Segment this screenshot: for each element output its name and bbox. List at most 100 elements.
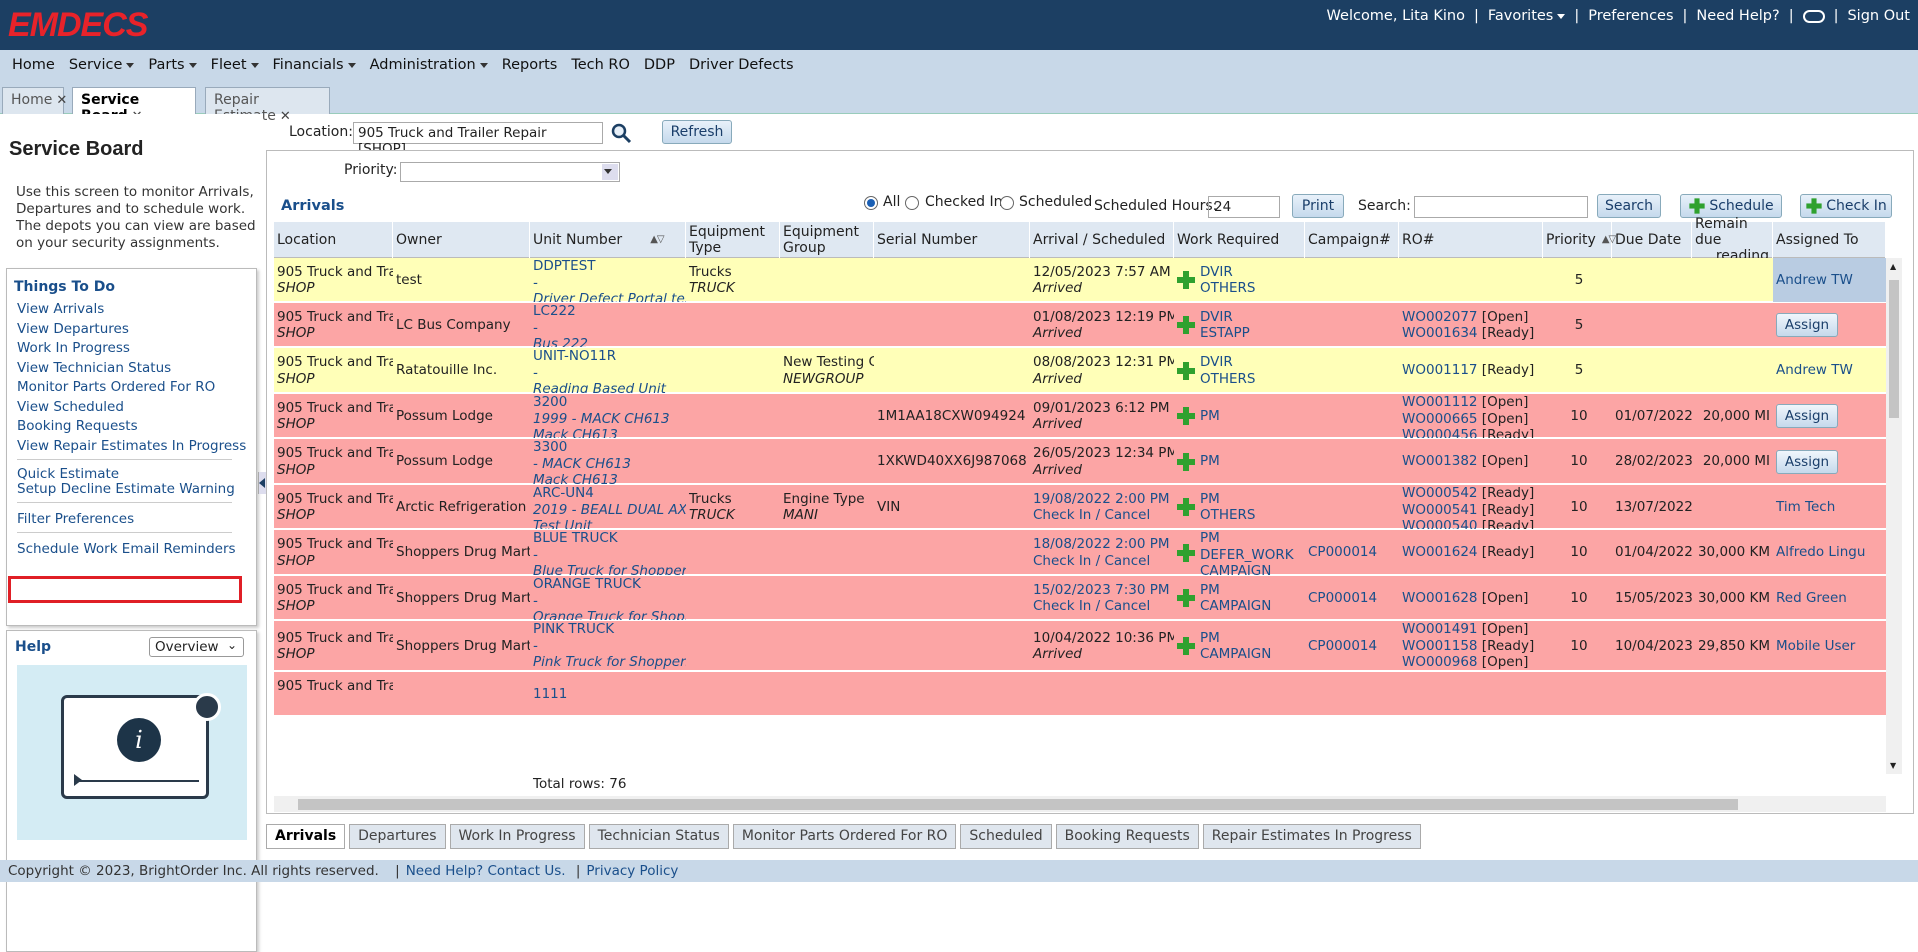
search-button[interactable]: Search xyxy=(1597,194,1661,218)
link-work-in-progress[interactable]: Work In Progress xyxy=(17,340,130,356)
menu-home[interactable]: Home xyxy=(12,57,55,73)
link-decline-warning[interactable]: Setup Decline Estimate Warning xyxy=(17,481,235,497)
bottom-tab-scheduled[interactable]: Scheduled xyxy=(960,824,1052,849)
table-row[interactable]: 905 Truck and Trail SHOP Shoppers Drug Mar… xyxy=(274,621,1886,671)
table-row[interactable]: 905 Truck and Trail SHOP LC Bus Company LC2… xyxy=(274,303,1886,347)
ro-link[interactable]: WO000542 xyxy=(1402,485,1478,501)
unit-link[interactable]: - xyxy=(533,592,538,609)
col-equipment-type[interactable]: Equipment Type xyxy=(686,222,780,258)
add-work-plus-icon[interactable] xyxy=(1177,361,1195,380)
radio-scheduled[interactable] xyxy=(1000,196,1014,210)
link-repair-estimates[interactable]: View Repair Estimates In Progress xyxy=(17,438,247,454)
menu-parts[interactable]: Parts xyxy=(148,57,197,73)
table-row[interactable]: 905 Truck and Trail SHOP Shoppers Drug Mar… xyxy=(274,576,1886,620)
assigned-to-link[interactable]: Andrew TW xyxy=(1776,362,1853,379)
table-row[interactable]: 905 Truck and Trail SHOP Possum Lodge 3300-… xyxy=(274,439,1886,484)
unit-link[interactable]: - xyxy=(533,319,538,336)
menu-fleet[interactable]: Fleet xyxy=(211,57,259,73)
search-icon[interactable] xyxy=(610,122,632,144)
add-work-plus-icon[interactable] xyxy=(1177,637,1195,655)
chat-bubble-icon[interactable] xyxy=(1802,9,1825,23)
tab-repair-estimate[interactable]: Repair Estimate✕ xyxy=(205,87,330,124)
col-owner[interactable]: Owner xyxy=(393,222,530,258)
ro-link[interactable]: WO000456 xyxy=(1402,427,1478,438)
close-icon[interactable]: ✕ xyxy=(56,93,68,108)
unit-link[interactable]: Pink Truck for Shoppers xyxy=(533,654,686,671)
work-required-link[interactable]: PM xyxy=(1200,407,1220,424)
table-row[interactable]: 905 Truck and Trail 1111 xyxy=(274,672,1886,716)
col-assigned-to[interactable]: Assigned To xyxy=(1773,222,1886,258)
unit-link[interactable]: - xyxy=(533,364,538,381)
link-view-scheduled[interactable]: View Scheduled xyxy=(17,399,124,415)
ro-link[interactable]: WO001117 xyxy=(1402,362,1478,379)
menu-administration[interactable]: Administration xyxy=(370,57,488,73)
assigned-to-link[interactable]: Tim Tech xyxy=(1776,498,1836,515)
assigned-to-link[interactable]: Andrew TW xyxy=(1776,271,1853,288)
work-required-link[interactable]: PM xyxy=(1200,490,1220,507)
table-row[interactable]: 905 Truck and Trail SHOP Arctic Refrigerat… xyxy=(274,485,1886,529)
horizontal-scrollbar[interactable] xyxy=(274,796,1886,812)
emdecs-logo[interactable]: EMDECS xyxy=(8,6,148,44)
col-unit-number[interactable]: Unit Number ▲▽ xyxy=(530,222,686,258)
assigned-to-link[interactable]: Red Green xyxy=(1776,589,1847,606)
arrival-status[interactable]: Check In / Cancel xyxy=(1033,598,1151,614)
work-required-link[interactable]: ESTAPP xyxy=(1200,325,1250,341)
table-row[interactable]: 905 Truck and Trail SHOP test DDPTEST - Drive… xyxy=(274,258,1886,302)
ro-link[interactable]: WO002077 xyxy=(1402,308,1478,325)
bottom-tab-booking-requests[interactable]: Booking Requests xyxy=(1055,824,1199,849)
vertical-scrollbar[interactable]: ▲ ▼ xyxy=(1886,258,1902,774)
work-required-link[interactable]: CAMPAIGN xyxy=(1200,598,1272,614)
add-work-plus-icon[interactable] xyxy=(1177,271,1195,289)
unit-link[interactable]: 1999 - MACK CH613 xyxy=(533,410,670,427)
campaign-link[interactable]: CP000014 xyxy=(1308,589,1378,606)
tab-service-board[interactable]: Service Board✕ xyxy=(72,87,196,124)
ro-link[interactable]: WO001158 xyxy=(1402,637,1478,654)
col-campaign[interactable]: Campaign# xyxy=(1305,222,1399,258)
work-required-link[interactable]: DEFER_WORK xyxy=(1200,546,1294,563)
link-email-reminders[interactable]: Schedule Work Email Reminders xyxy=(17,541,236,557)
unit-link[interactable]: PINK TRUCK xyxy=(533,621,615,638)
ro-link[interactable]: WO000968 xyxy=(1402,654,1478,671)
arrival-status[interactable]: Check In / Cancel xyxy=(1033,552,1151,569)
add-work-plus-icon[interactable] xyxy=(1177,589,1195,607)
unit-link[interactable]: UNIT-NO11R xyxy=(533,348,617,364)
unit-link[interactable]: 3200 xyxy=(533,394,568,410)
unit-link[interactable]: LC222 xyxy=(533,303,576,319)
refresh-button[interactable]: Refresh xyxy=(662,120,732,144)
col-priority[interactable]: Priority ▲▽ xyxy=(1543,222,1616,258)
ro-link[interactable]: WO001624 xyxy=(1402,544,1478,561)
privacy-policy-link[interactable]: Privacy Policy xyxy=(586,863,679,879)
link-technician-status[interactable]: View Technician Status xyxy=(17,360,172,376)
bottom-tab-repair-estimates-in-progress[interactable]: Repair Estimates In Progress xyxy=(1202,824,1421,849)
work-required-link[interactable]: OTHERS xyxy=(1200,370,1256,387)
preferences-link[interactable]: Preferences xyxy=(1588,8,1674,24)
col-due-date[interactable]: Due Date xyxy=(1612,222,1692,258)
unit-link[interactable]: Orange Truck for Shoppe xyxy=(533,609,686,620)
unit-link[interactable]: 2019 - BEALL DUAL AXLE xyxy=(533,501,686,518)
scheduled-hours-input[interactable]: 24 xyxy=(1208,196,1280,218)
work-required-link[interactable]: PM xyxy=(1200,581,1220,598)
bottom-tab-departures[interactable]: Departures xyxy=(349,824,446,849)
ro-link[interactable]: WO000665 xyxy=(1402,410,1478,427)
bottom-tab-arrivals[interactable]: Arrivals xyxy=(266,824,346,849)
unit-link[interactable]: Reading Based Unit xyxy=(533,381,666,393)
search-input[interactable] xyxy=(1414,196,1588,218)
ro-link[interactable]: WO001491 xyxy=(1402,621,1478,638)
ro-link[interactable]: WO001628 xyxy=(1402,589,1478,606)
col-work-required[interactable]: Work Required xyxy=(1174,222,1305,258)
col-location[interactable]: Location xyxy=(274,222,393,258)
menu-driver-defects[interactable]: Driver Defects xyxy=(688,57,794,73)
help-video-thumbnail[interactable]: i xyxy=(17,665,247,840)
col-serial-number[interactable]: Serial Number xyxy=(874,222,1030,258)
menu-financials[interactable]: Financials xyxy=(273,57,356,73)
menu-reports[interactable]: Reports xyxy=(501,57,558,73)
add-work-plus-icon[interactable] xyxy=(1177,498,1195,516)
unit-link[interactable]: BLUE TRUCK xyxy=(533,530,618,546)
work-required-link[interactable]: DVIR xyxy=(1200,354,1233,370)
link-booking-requests[interactable]: Booking Requests xyxy=(17,418,138,434)
print-button[interactable]: Print xyxy=(1292,194,1344,218)
collapse-panel-handle[interactable] xyxy=(258,472,266,494)
bottom-tab-technician-status[interactable]: Technician Status xyxy=(588,824,729,849)
menu-tech-ro[interactable]: Tech RO xyxy=(571,57,630,73)
menu-service[interactable]: Service xyxy=(69,57,135,73)
